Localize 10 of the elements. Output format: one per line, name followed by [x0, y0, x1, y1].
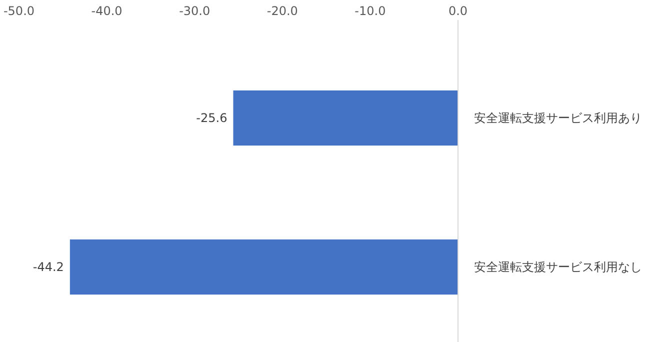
data-label: -25.6	[196, 111, 228, 125]
x-tick-label: -10.0	[354, 4, 386, 18]
x-tick-label: -30.0	[179, 4, 210, 18]
y-tick-label: 安全運転支援サービス利用あり	[474, 111, 642, 125]
data-label: -44.2	[32, 260, 64, 274]
x-tick-label: 0.0	[448, 4, 468, 18]
x-tick-label: -40.0	[91, 4, 122, 18]
x-tick-label: -50.0	[3, 4, 35, 18]
x-tick-label: -20.0	[266, 4, 298, 18]
y-tick-label: 安全運転支援サービス利用なし	[474, 260, 642, 274]
